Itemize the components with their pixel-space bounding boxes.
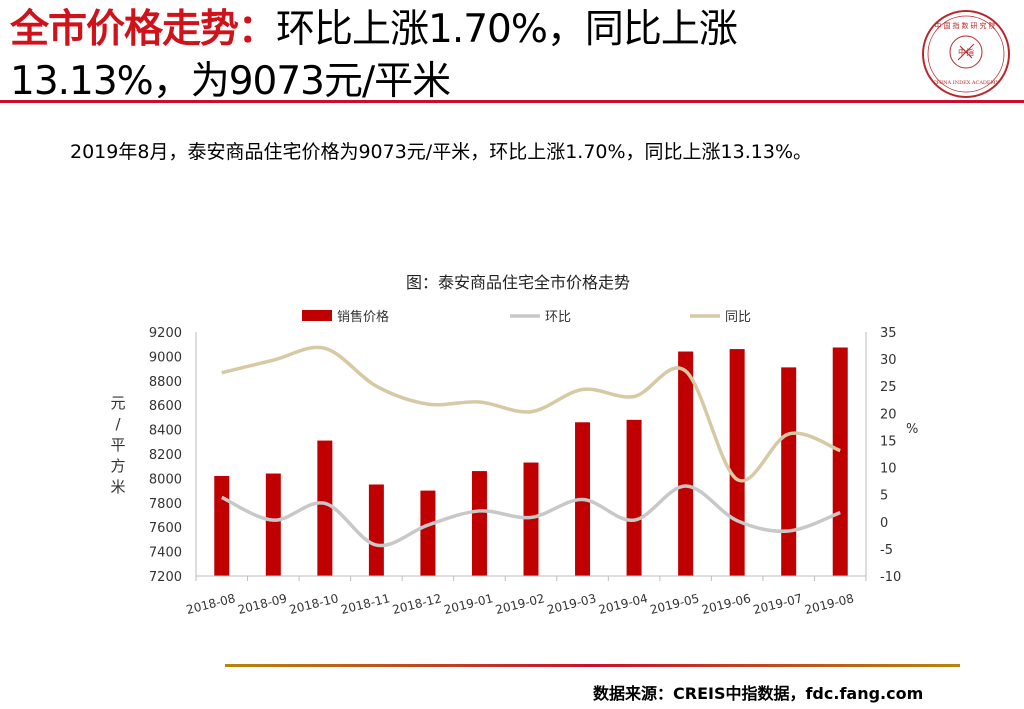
price-bar [214, 475, 230, 576]
price-bar [626, 419, 642, 576]
page-title: 全市价格走势：环比上涨1.70%，同比上涨 13.13%，为9073元/平米 [10, 4, 900, 108]
bar-series [214, 347, 848, 576]
left-axis-label-char: 米 [110, 478, 125, 496]
x-tick-label: 2018-12 [391, 591, 443, 617]
chart-legend: 销售价格 环比 同比 [302, 309, 751, 325]
right-tick-label: 20 [880, 407, 897, 422]
right-tick-label: 30 [880, 353, 897, 368]
right-tick-label: 0 [880, 516, 888, 531]
left-tick-label: 7400 [149, 546, 182, 561]
right-tick-label: -5 [880, 543, 893, 558]
left-axis-label-char: / [115, 415, 121, 433]
x-tick-label: 2018-09 [236, 591, 288, 617]
right-tick-label: 35 [880, 326, 897, 341]
price-bar [523, 462, 539, 576]
price-bar [471, 471, 487, 576]
right-tick-label: 25 [880, 380, 897, 395]
x-tick-label: 2018-11 [339, 591, 391, 617]
x-tick-label: 2019-08 [803, 591, 855, 617]
x-tick-label: 2019-06 [700, 591, 752, 617]
price-bar [368, 484, 384, 576]
title-divider [0, 100, 1024, 103]
left-tick-label: 9000 [149, 350, 182, 365]
left-tick-label: 8200 [149, 448, 182, 463]
left-axis-label-char: 元 [110, 394, 125, 412]
title-line1-rest: 环比上涨1.70%，同比上涨 [276, 7, 738, 52]
x-tick-label: 2019-04 [597, 591, 649, 617]
legend-bar-label: 销售价格 [337, 309, 389, 325]
price-bar [832, 347, 848, 576]
left-tick-label: 8000 [149, 472, 182, 487]
price-bar [420, 490, 436, 576]
price-bar [729, 349, 745, 576]
title-line2: 13.13%，为9073元/平米 [10, 59, 451, 104]
x-tick-label: 2019-01 [442, 591, 494, 617]
chart-title: 图：泰安商品住宅全市价格走势 [406, 273, 630, 292]
x-tick-label: 2019-03 [546, 591, 598, 617]
price-bar [678, 351, 694, 576]
legend-bar-swatch [302, 310, 332, 321]
x-tick-label: 2019-05 [649, 591, 701, 617]
left-tick-label: 7800 [149, 497, 182, 512]
right-tick-label: 10 [880, 462, 897, 477]
legend-mom-label: 环比 [545, 310, 571, 325]
legend-yoy-label: 同比 [725, 310, 751, 325]
left-tick-label: 7600 [149, 521, 182, 536]
left-tick-label: 9200 [149, 326, 182, 341]
yoy-line [221, 345, 841, 483]
left-axis-label-char: 平 [110, 436, 125, 454]
price-bar [781, 367, 797, 576]
x-tick-label: 2018-08 [185, 591, 237, 617]
right-tick-label: -10 [880, 570, 901, 585]
price-bar [265, 473, 281, 576]
right-tick-label: 5 [880, 489, 888, 504]
x-tick-label: 2019-02 [494, 591, 546, 617]
price-bar [317, 440, 333, 576]
right-axis-label: % [906, 422, 918, 437]
right-tick-label: 15 [880, 434, 897, 449]
left-tick-label: 8800 [149, 375, 182, 390]
footer-divider [225, 664, 960, 667]
left-tick-label: 8400 [149, 424, 182, 439]
title-highlight: 全市价格走势： [10, 7, 277, 52]
data-source: 数据来源：CREIS中指数据，fdc.fang.com [593, 684, 924, 703]
mom-line [220, 484, 841, 548]
left-axis-label-char: 方 [110, 457, 125, 475]
left-tick-label: 8600 [149, 399, 182, 414]
logo-inner-text: 中指 [958, 47, 974, 57]
x-tick-label: 2019-07 [752, 591, 804, 617]
logo-outer-text: 中国指数研究院 [935, 21, 998, 30]
left-tick-label: 7200 [149, 570, 182, 585]
china-index-academy-logo: 中国指数研究院 中指 CHINA INDEX ACADEMY [922, 10, 1010, 98]
summary-text: 2019年8月，泰安商品住宅价格为9073元/平米，环比上涨1.70%，同比上涨… [70, 141, 813, 163]
x-tick-label: 2018-10 [288, 591, 340, 617]
line-series [220, 345, 841, 548]
logo-english-text: CHINA INDEX ACADEMY [933, 80, 1000, 86]
